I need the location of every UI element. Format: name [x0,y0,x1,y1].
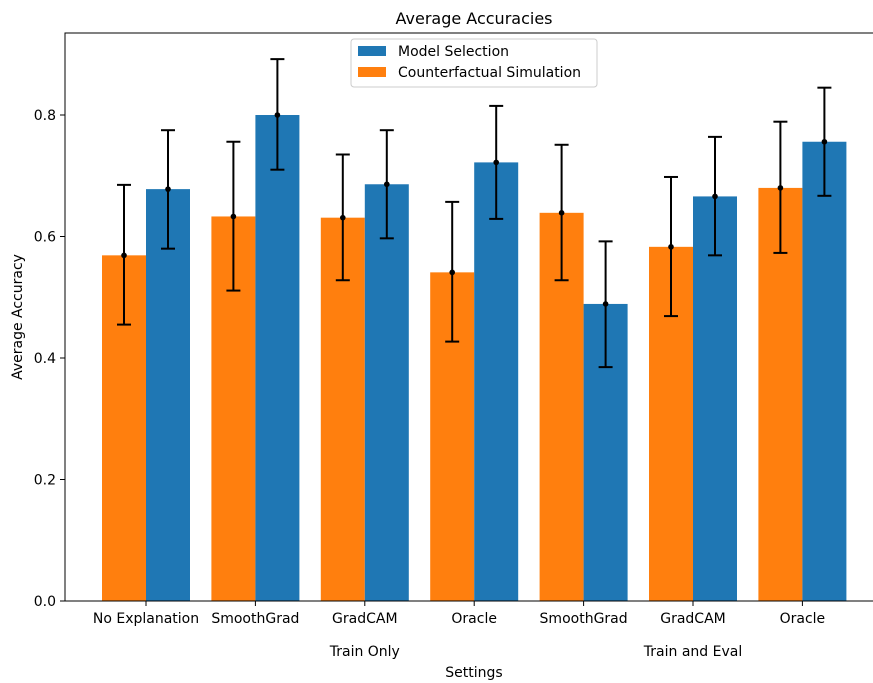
counterfactual-simulation-error-bar-0 [117,183,131,326]
legend: Model Selection Counterfactual Simulation [350,38,598,88]
x-tick-label-4: SmoothGrad [540,611,628,627]
x-axis: No Explanation SmoothGrad GradCAM Oracle Smo… [93,601,825,627]
y-tick-label-2: 0.4 [34,351,56,367]
bars-layer [102,115,847,602]
x-tick-label-2: GradCAM [332,611,398,627]
counterfactual-simulation-error-bar-1 [226,140,241,292]
y-axis-label: Average Accuracy [10,254,26,380]
error-bars-layer [117,58,832,369]
legend-label-1: Counterfactual Simulation [398,65,581,81]
model-selection-bar-5 [693,196,737,601]
y-tick-label-0: 0.0 [34,594,56,610]
x-tick-label-6: Oracle [780,611,826,627]
group-label-1: Train and Eval [643,644,742,660]
y-tick-label-3: 0.6 [34,230,56,246]
x-tick-label-1: SmoothGrad [211,611,299,627]
counterfactual-simulation-error-bar-3 [445,200,460,343]
plot-area-frame [64,32,873,602]
counterfactual-simulation-error-bar-2 [335,153,350,282]
model-selection-error-bar-3 [489,104,504,220]
model-selection-error-bar-5 [708,135,722,257]
model-selection-bar-1 [255,115,300,602]
legend-swatch-0 [358,46,386,56]
y-tick-label-4: 0.8 [34,108,56,124]
y-tick-label-1: 0.2 [34,473,56,489]
x-tick-label-3: Oracle [451,611,497,627]
legend-swatch-1 [358,67,386,77]
legend-box [350,38,598,88]
model-selection-error-bar-0 [161,129,175,250]
counterfactual-simulation-error-bar-5 [664,175,678,318]
counterfactual-simulation-bar-2 [320,217,365,601]
legend-label-0: Model Selection [398,44,509,60]
x-group-labels: Train Only Train and Eval [329,644,742,660]
model-selection-error-bar-1 [270,58,285,171]
chart-title: Average Accuracies [396,9,553,28]
counterfactual-simulation-error-bar-6 [773,120,788,254]
model-selection-bar-3 [474,162,519,601]
group-label-0: Train Only [329,644,400,660]
counterfactual-simulation-error-bar-4 [554,143,569,282]
model-selection-bar-0 [146,189,190,601]
x-tick-label-0: No Explanation [93,611,199,627]
x-axis-label: Settings [445,665,502,681]
model-selection-bar-2 [364,184,409,602]
y-axis: 0.0 0.2 0.4 0.6 0.8 [34,108,65,610]
model-selection-error-bar-6 [817,86,832,197]
model-selection-error-bar-2 [379,129,394,240]
model-selection-error-bar-4 [598,240,613,369]
x-tick-label-5: GradCAM [660,611,726,627]
counterfactual-simulation-bar-6 [758,187,803,601]
model-selection-bar-6 [802,141,847,601]
